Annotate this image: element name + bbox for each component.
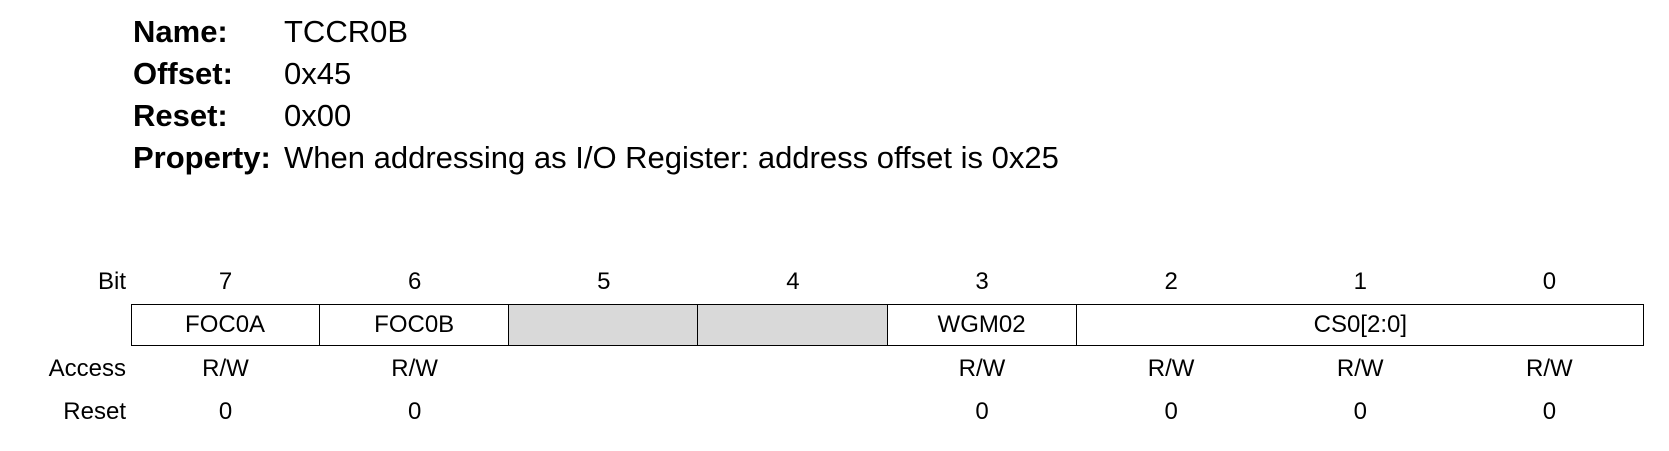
register-offset: 0x45: [284, 56, 352, 91]
offset-label: Offset:: [133, 56, 233, 91]
reset-bit-1: 0: [1353, 398, 1367, 425]
access-bit-6: R/W: [391, 355, 438, 382]
reset-bit-7: 0: [218, 398, 233, 425]
access-bit-3: R/W: [958, 355, 1006, 382]
reserved-field: [698, 305, 888, 345]
property-label: Property:: [133, 140, 271, 175]
reset-bit-2: 0: [1164, 398, 1178, 425]
field-cs0-2-0: CS0[2:0]: [1313, 311, 1407, 338]
register-name: TCCR0B: [284, 14, 409, 49]
bit-number-6: 6: [407, 268, 422, 295]
name-label: Name:: [133, 14, 228, 49]
field-foc0a: FOC0A: [131, 305, 321, 345]
bit-number-7: 7: [218, 268, 233, 295]
bit-row-label: Bit: [97, 268, 126, 295]
register-property: When addressing as I/O Register: address…: [284, 140, 1059, 175]
reset-bit-6: 0: [407, 398, 422, 425]
bit-number-5: 5: [597, 268, 611, 295]
bit-number-0: 0: [1542, 268, 1557, 295]
access-bit-2: R/W: [1147, 355, 1195, 382]
register-bitfield: FOC0A FOC0B WGM02 CS0[2:0]: [131, 304, 1644, 346]
register-reset: 0x00: [284, 98, 352, 133]
access-bit-0: R/W: [1526, 355, 1573, 382]
bit-number-3: 3: [975, 268, 989, 295]
bit-number-2: 2: [1164, 268, 1178, 295]
access-row-label: Access: [48, 355, 126, 382]
field-wgm02: WGM02: [888, 305, 1077, 345]
bit-number-1: 1: [1353, 268, 1367, 295]
bit-number-4: 4: [786, 268, 800, 295]
field-foc0b: FOC0B: [320, 305, 510, 345]
reserved-field: [509, 305, 699, 345]
reset-bit-3: 0: [975, 398, 989, 425]
access-bit-7: R/W: [202, 355, 249, 382]
reset-row-label: Reset: [63, 398, 126, 425]
reset-bit-0: 0: [1542, 398, 1557, 425]
reset-label: Reset:: [133, 98, 228, 133]
access-bit-1: R/W: [1336, 355, 1384, 382]
